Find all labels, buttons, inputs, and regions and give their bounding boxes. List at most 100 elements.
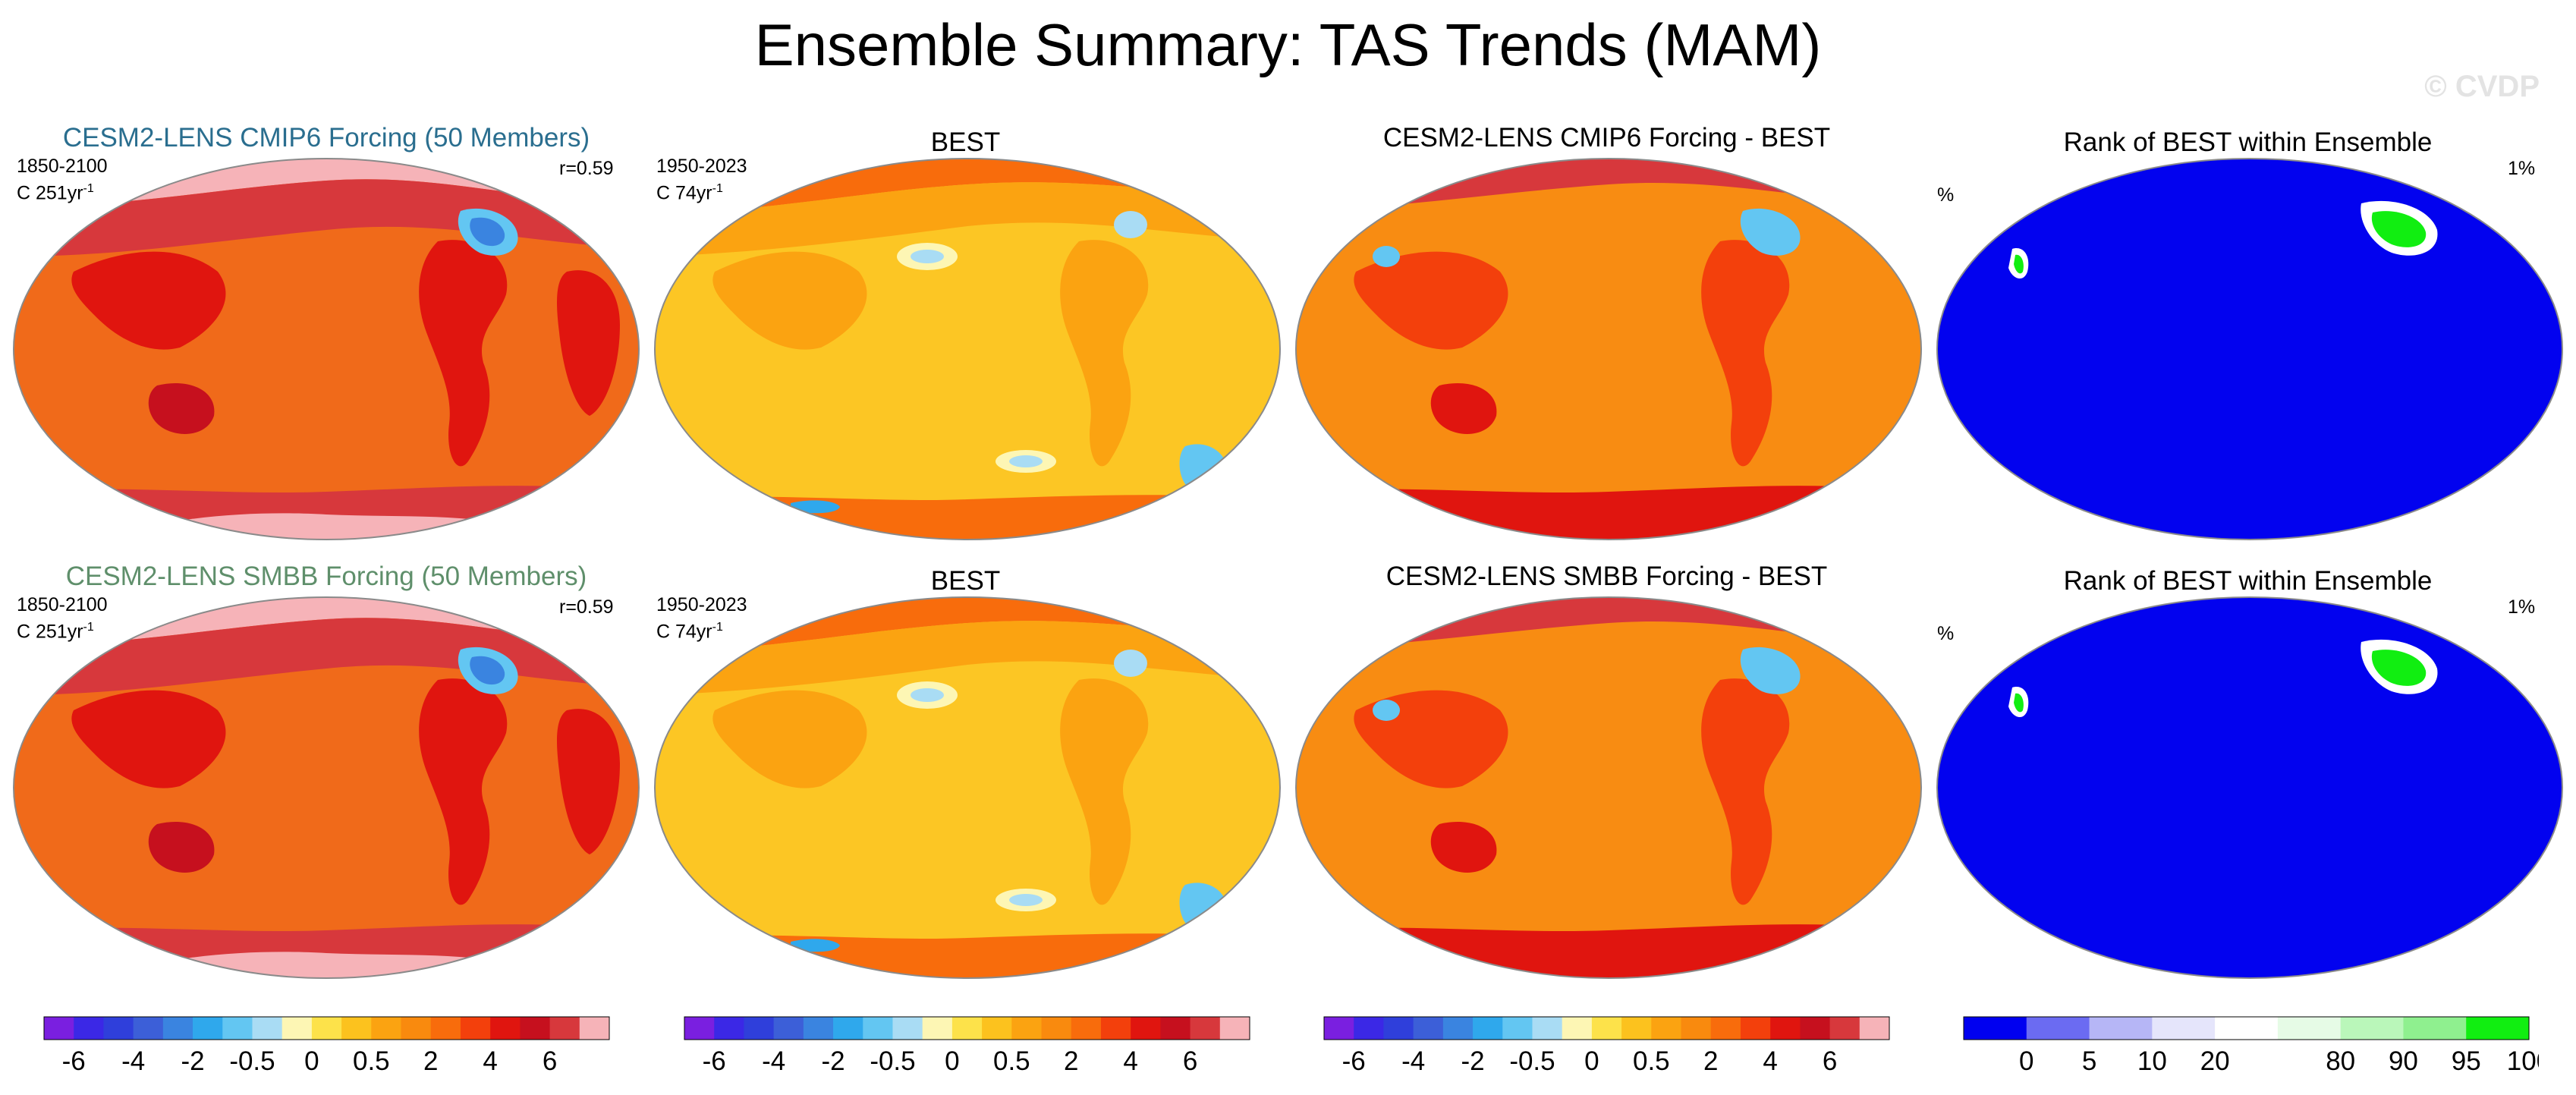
cold-anomaly-core [470,217,505,247]
rank-high-core [2371,650,2427,686]
colorbar-tick-label: -6 [1342,1046,1366,1076]
row1-obs-title: BEST [930,127,1001,157]
colorbar-swatch [103,1017,134,1040]
colorbar-swatch [311,1017,342,1040]
colorbar-swatch [833,1017,863,1040]
cold-anomaly-atlantic [1114,211,1147,238]
colorbar-swatch [2215,1017,2279,1040]
watermark: © CVDP [2424,70,2540,103]
colorbar-tick-label: 10 [2137,1046,2167,1076]
colorbar-swatch [162,1017,193,1040]
colorbar-swatch [44,1017,74,1040]
cold-anomaly-pacific-core [911,688,944,702]
row2-obs-title: BEST [930,566,1001,596]
cold-anomaly-core [470,656,505,685]
colorbar-swatch [460,1017,491,1040]
colorbar-swatch [2403,1017,2467,1040]
colorbar-swatch [863,1017,893,1040]
colorbar-swatch [1829,1017,1860,1040]
colorbar-swatch [803,1017,834,1040]
cold-anomaly [1740,208,1801,256]
map-obs-row1 [654,158,1281,540]
antarctic-region [655,933,1280,978]
colorbar-tick-label: -2 [181,1046,204,1076]
map-outline [1936,158,2563,540]
row2-diff-title: CESM2-LENS SMBB Forcing - BEST [1386,562,1828,591]
antarctic-pink [104,952,559,978]
colorbar-tick-label: 0 [304,1046,319,1076]
colorbar-tick-label: 0.5 [353,1046,390,1076]
colorbar-swatch [1219,1017,1250,1040]
trend-colorbar-1: -6 -4 -2 -0.5 0 0.5 2 4 6 [43,1016,610,1076]
northern-band [655,182,1280,256]
trend-colorbar-3: -6 -4 -2 -0.5 0 0.5 2 4 6 [1323,1016,1890,1076]
colorbar-swatch [1190,1017,1221,1040]
colorbar-swatch [1041,1017,1072,1040]
colorbar-tick-label: -6 [62,1046,86,1076]
row2-rank-left: % [1937,623,1955,644]
colorbar-swatch [1324,1017,1354,1040]
land-americas [1060,240,1149,467]
land-americas [1701,678,1790,905]
map-outline [1295,596,1922,979]
colorbar-tick-label: 2 [1064,1046,1078,1076]
rank-high-asia-core [2014,254,2024,274]
colorbar-swatch [1131,1017,1161,1040]
map-diff-row2 [1295,596,1922,979]
colorbar-tick-label: 6 [1823,1046,1837,1076]
colorbar-tick-label: 2 [423,1046,438,1076]
land-americas [419,678,508,905]
row2-rank-right: 1% [2508,596,2536,618]
colorbar-tick-label: 2 [1703,1046,1718,1076]
colorbar-frame [1963,1016,2530,1040]
colorbar-swatch [430,1017,461,1040]
land-africa [557,270,620,416]
colorbar-swatch [2026,1017,2090,1040]
row1-diff-title: CESM2-LENS CMIP6 Forcing - BEST [1382,123,1831,153]
colorbar-tick-label: 0 [945,1046,959,1076]
colorbar-tick-label: 80 [2326,1046,2355,1076]
period-label: 1850-2100 [17,156,108,177]
land-asia [71,690,226,788]
colorbar-swatch [1591,1017,1622,1040]
colorbar-swatch [520,1017,551,1040]
map-background [1937,159,2562,540]
cold-anomaly-antarctic [791,939,840,952]
colorbar-tick-label: 0.5 [993,1046,1030,1076]
row2-obs-period: 1950-2023 C 74yr-1 [656,594,747,643]
colorbar-swatch [1011,1017,1043,1040]
row1-correlation: r=0.59 [559,158,614,179]
colorbar-tick-label: 4 [1763,1046,1777,1076]
map-outline [13,596,640,979]
colorbar-swatch [892,1017,923,1040]
colorbar-tick-label: 6 [543,1046,557,1076]
colorbar-tick-label: 0.5 [1633,1046,1670,1076]
map-diff-row1 [1295,158,1922,540]
antarctic-region [1296,924,1921,978]
period-label: 1850-2100 [17,594,108,615]
colorbar-swatch [133,1017,164,1040]
colorbar-tick-label: 20 [2200,1046,2230,1076]
colorbar-swatch [951,1017,983,1040]
northern-band [655,621,1280,695]
colorbar-tick-label: -6 [703,1046,726,1076]
colorbar-tick-label: 4 [483,1046,497,1076]
colorbar-swatch [1442,1017,1474,1040]
row1-ensemble-title: CESM2-LENS CMIP6 Forcing (50 Members) [62,123,590,153]
trend-label: C 251yr [17,621,83,643]
colorbar-swatch [2340,1017,2404,1040]
colorbar-swatch [1964,1017,2027,1040]
colorbar-swatch [1621,1017,1652,1040]
land-americas [1701,240,1790,467]
cold-anomaly-south-core [1009,455,1043,467]
colorbar-tick-label: 0 [1584,1046,1599,1076]
colorbar-swatch [2466,1017,2530,1040]
row1-ensemble-period: 1850-2100 C 251yr-1 [17,156,108,204]
cold-anomaly-asia [1373,246,1400,267]
colorbar-frame [43,1016,610,1040]
northern-warm-band [14,179,639,256]
colorbar-tick-label: -0.5 [229,1046,275,1076]
colorbar-tick-label: 4 [1123,1046,1137,1076]
trend-exponent: -1 [83,621,94,634]
cold-anomaly-atlantic [1114,650,1147,677]
